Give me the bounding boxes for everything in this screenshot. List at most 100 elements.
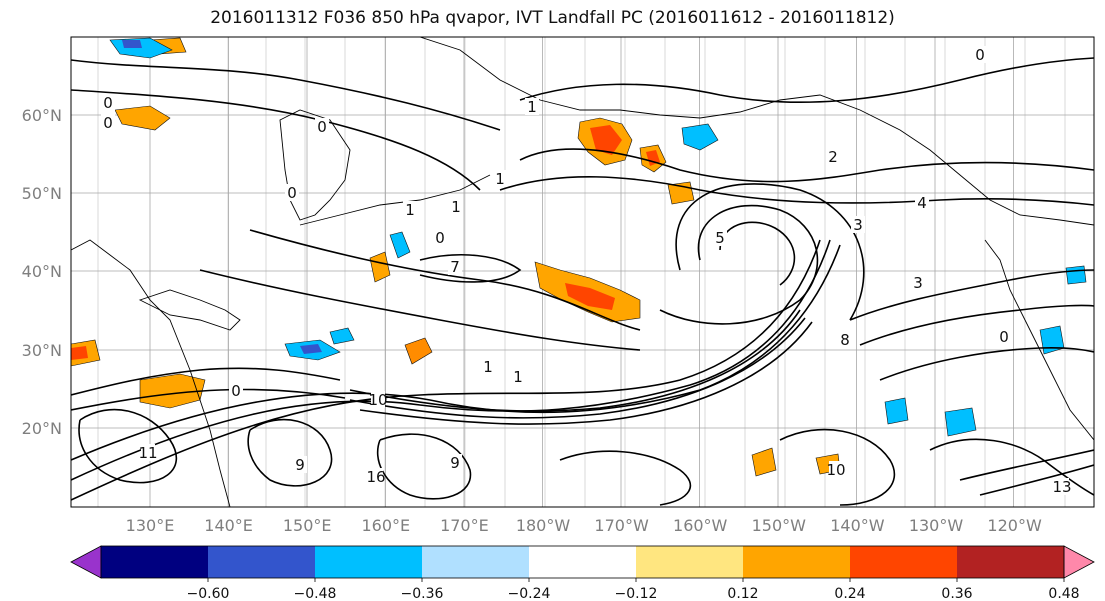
contour-se-1 <box>959 449 1094 481</box>
contour-spiral-2 <box>719 221 796 286</box>
longitude-labels: 130°E 140°E 150°E 160°E 170°E 180°W 170°W 160°W… <box>126 516 1042 535</box>
contour-label-bg <box>449 198 463 215</box>
latitude-tick-label: 20°N <box>22 419 62 438</box>
blue-patch-east-1 <box>884 397 909 425</box>
colorbar-segment <box>957 546 1065 578</box>
colorbar-segment <box>208 546 316 578</box>
asia-coastline <box>71 239 231 507</box>
blue-patch-gulf <box>681 123 719 151</box>
longitude-tick-label: 150°W <box>752 516 807 535</box>
colorbar-segment <box>743 546 851 578</box>
contour-label-bg <box>285 184 299 201</box>
colorbar-tick-label: −0.12 <box>615 586 658 601</box>
contour-label-bg <box>911 274 925 291</box>
contour-east-1 <box>849 269 1094 321</box>
red-patch-gulf <box>590 125 622 155</box>
longitude-tick-label: 160°E <box>361 516 410 535</box>
contour-value-label: 0 <box>287 184 297 202</box>
contour-label-bg <box>101 114 115 131</box>
contour-label-bg <box>369 468 383 485</box>
contour-value-label: 1 <box>405 201 415 219</box>
contour-value-label: 9 <box>295 456 305 474</box>
blue-patch-aleutian <box>389 231 411 259</box>
contour-sw-3 <box>376 433 472 500</box>
contour-se-2 <box>979 464 1094 496</box>
contour-value-label: 0 <box>435 229 445 247</box>
colorbar-segment <box>529 546 637 578</box>
contour-label-bg <box>315 118 329 135</box>
colorbar-extend-min <box>70 545 102 579</box>
colorbar-extend-max <box>1063 545 1095 579</box>
colorbar-segment <box>850 546 958 578</box>
colorbar <box>70 545 1095 579</box>
contour-north-3 <box>71 59 501 131</box>
alaska-coastline <box>419 37 1094 226</box>
longitude-tick-label: 150°E <box>283 516 332 535</box>
contour-label-bg <box>371 391 385 408</box>
contour-value-label: 1 <box>513 368 523 386</box>
red-patch-japan <box>71 346 88 360</box>
contour-north-2 <box>499 176 1094 206</box>
contour-label-bg <box>525 98 539 115</box>
contour-s-3 <box>929 438 1094 496</box>
contour-value-label: 13 <box>1052 478 1071 496</box>
contour-label-bg <box>481 358 495 375</box>
contour-s-1 <box>559 450 692 506</box>
contour-value-label: 7 <box>450 258 460 276</box>
contour-label-bg <box>141 444 155 461</box>
longitude-tick-label: 140°E <box>204 516 253 535</box>
contour-east-3 <box>879 347 1094 381</box>
contour-label-bg <box>997 328 1011 345</box>
contour-label-bg <box>293 456 307 473</box>
contour-value-label: 5 <box>715 229 725 247</box>
colorbar-tick-label: −0.36 <box>401 586 444 601</box>
colorbar-labels: −0.60 −0.48 −0.36 −0.24 −0.12 0.12 0.24 0.36 0.4… <box>187 578 1080 601</box>
contour-mid-1 <box>249 229 641 331</box>
contour-value-label: 9 <box>450 454 460 472</box>
latitude-labels: 60°N 50°N 40°N 30°N 20°N <box>22 106 62 438</box>
longitude-tick-label: 170°W <box>594 516 649 535</box>
orange-patch-aleutian <box>369 251 391 283</box>
contour-label-bg <box>433 229 447 246</box>
contour-west-2 <box>71 388 346 411</box>
longitude-tick-label: 170°E <box>440 516 489 535</box>
contour-value-label: 1 <box>451 198 461 216</box>
contour-label-bg <box>713 229 727 246</box>
navy-patch-mid <box>300 344 322 354</box>
longitude-tick-label: 130°E <box>126 516 175 535</box>
latitude-tick-label: 50°N <box>22 184 62 203</box>
colorbar-frame <box>100 545 1065 579</box>
contour-value-label: 8 <box>840 331 850 349</box>
contour-value-label: 1 <box>527 98 537 116</box>
colorbar-segment <box>101 546 209 578</box>
contour-label-bg <box>403 201 417 218</box>
contour-jet-3 <box>71 244 841 461</box>
red-patch-central <box>565 283 615 310</box>
colorbar-tick-label: 0.48 <box>1048 586 1079 601</box>
orange-patch-kurils <box>404 337 433 365</box>
contour-mid-3 <box>419 254 522 283</box>
contour-label-bg <box>229 382 243 399</box>
contour-label-bg <box>101 94 115 111</box>
contour-spiral-1 <box>659 204 819 325</box>
contour-north-5 <box>519 57 1094 103</box>
contour-label-bg <box>826 148 840 165</box>
contour-value-label: 2 <box>828 148 838 166</box>
contour-label-bg <box>973 46 987 63</box>
blue-patch-sub <box>329 327 355 345</box>
contour-s-2 <box>779 428 896 506</box>
contour-value-label: 4 <box>917 194 927 212</box>
contour-spiral-3 <box>675 183 865 321</box>
aleutian-chain <box>299 174 491 226</box>
latitude-tick-label: 60°N <box>22 106 62 125</box>
longitude-tick-label: 120°W <box>987 516 1042 535</box>
colorbar-tick-label: −0.60 <box>187 586 230 601</box>
orange-patch-sw <box>751 447 777 477</box>
contour-label-bg <box>915 194 929 211</box>
navy-patch-north <box>122 40 142 48</box>
contour-label-bg <box>448 258 462 275</box>
colorbar-tick-label: 0.36 <box>941 586 972 601</box>
map-title: 2016011312 F036 850 hPa qvapor, IVT Land… <box>210 8 895 28</box>
contour-value-label: 11 <box>138 444 157 462</box>
colorbar-tick-label: 0.24 <box>834 586 865 601</box>
